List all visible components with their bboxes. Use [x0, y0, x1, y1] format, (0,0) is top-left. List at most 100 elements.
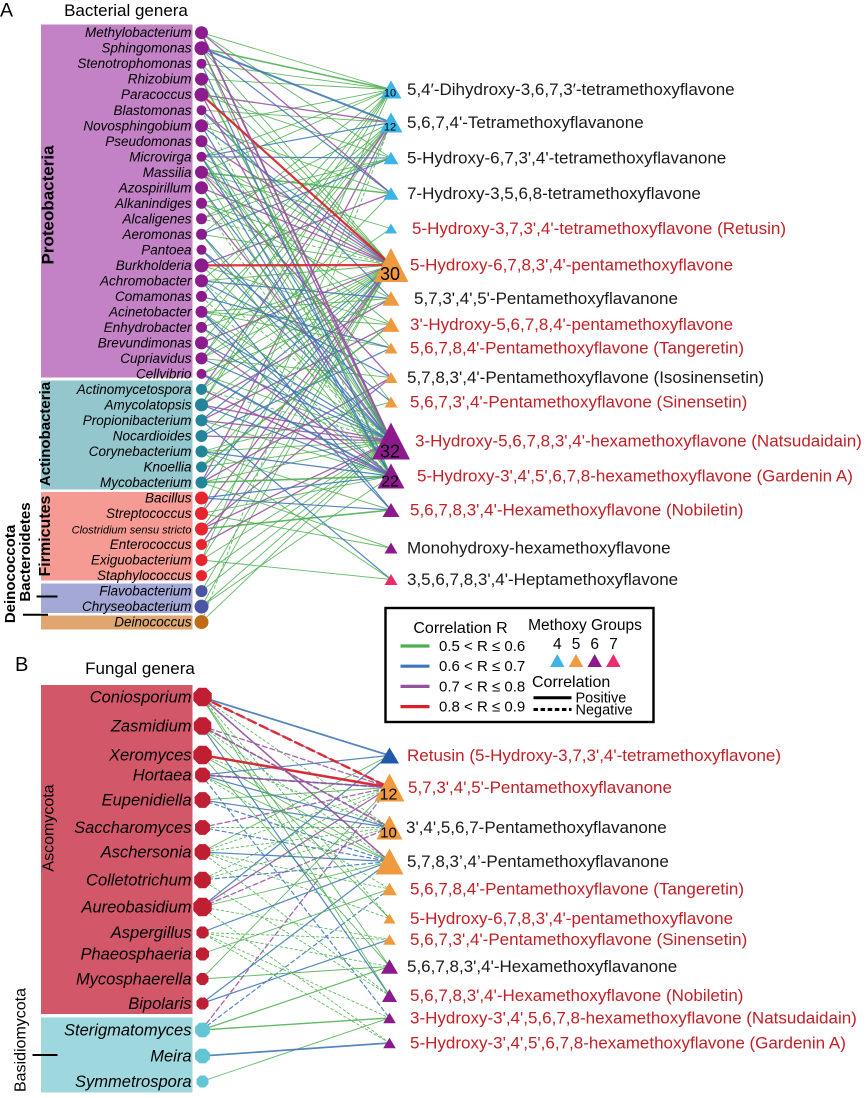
svg-text:7: 7 [609, 636, 618, 653]
svg-text:Pseudomonas: Pseudomonas [105, 134, 192, 149]
svg-text:7-Hydroxy-3,5,6,8-tetramethoxy: 7-Hydroxy-3,5,6,8-tetramethoxyflavone [407, 184, 701, 203]
svg-text:Flavobacterium: Flavobacterium [99, 584, 191, 599]
svg-text:B: B [15, 654, 28, 676]
svg-text:Cupriavidus: Cupriavidus [120, 351, 192, 366]
svg-text:Corynebacterium: Corynebacterium [89, 444, 192, 459]
svg-text:Knoellia: Knoellia [143, 460, 192, 475]
svg-text:5,7,8,3’,4’-Pentamethoxyflavan: 5,7,8,3’,4’-Pentamethoxyflavanone [407, 852, 669, 871]
svg-text:Coniosporium: Coniosporium [90, 689, 192, 707]
svg-text:Sphingomonas: Sphingomonas [101, 41, 191, 56]
svg-text:Proteobacteria: Proteobacteria [39, 145, 58, 265]
svg-text:Aureobasidium: Aureobasidium [80, 899, 191, 917]
svg-text:Nocardioides: Nocardioides [113, 429, 192, 444]
svg-text:Actinobacteria: Actinobacteria [37, 381, 54, 486]
svg-text:5-Hydroxy-3,7,3',4'-tetrametho: 5-Hydroxy-3,7,3',4'-tetramethoxyflavone … [412, 219, 786, 238]
svg-text:Amycolatopsis: Amycolatopsis [103, 397, 191, 412]
svg-text:0.5 < R ≤ 0.6: 0.5 < R ≤ 0.6 [439, 638, 525, 655]
svg-text:Aeromonas: Aeromonas [121, 227, 191, 242]
svg-text:Firmicutes: Firmicutes [37, 495, 54, 576]
svg-text:30: 30 [380, 264, 400, 284]
svg-text:Stenotrophomonas: Stenotrophomonas [77, 56, 191, 71]
svg-text:5,6,7,8,4'-Pentamethoxyflavone: 5,6,7,8,4'-Pentamethoxyflavone (Tangeret… [410, 339, 744, 358]
svg-text:Staphylococcus: Staphylococcus [97, 568, 192, 583]
svg-text:Achromobacter: Achromobacter [99, 273, 192, 288]
svg-text:5-Hydroxy-3',4',5',6,7,8-hexam: 5-Hydroxy-3',4',5',6,7,8-hexamethoxyflav… [417, 467, 853, 486]
svg-text:32: 32 [380, 442, 400, 462]
svg-text:12: 12 [380, 787, 398, 804]
svg-text:Xeromyces: Xeromyces [108, 747, 192, 765]
svg-text:Alkanindiges: Alkanindiges [114, 196, 192, 211]
svg-text:Bacteroidetes: Bacteroidetes [17, 502, 34, 601]
svg-text:10: 10 [380, 825, 397, 842]
svg-text:Brevundimonas: Brevundimonas [98, 335, 192, 350]
svg-text:Symmetrospora: Symmetrospora [75, 1073, 191, 1091]
svg-text:6: 6 [590, 636, 599, 653]
svg-text:5,4′-Dihydroxy-3,6,7,3′-tetram: 5,4′-Dihydroxy-3,6,7,3′-tetramethoxyflav… [407, 80, 735, 99]
svg-text:Basidiomycota: Basidiomycota [13, 988, 30, 1092]
svg-text:Zasmidium: Zasmidium [110, 718, 192, 736]
svg-text:Pantoea: Pantoea [141, 242, 192, 257]
svg-text:3',4',5,6,7-Pentamethoxyflavan: 3',4',5,6,7-Pentamethoxyflavanone [406, 818, 667, 837]
svg-text:Exiguobacterium: Exiguobacterium [91, 553, 192, 568]
svg-text:Methylobacterium: Methylobacterium [85, 25, 192, 40]
svg-text:Phaeosphaeria: Phaeosphaeria [80, 946, 191, 964]
svg-text:5: 5 [572, 636, 581, 653]
svg-text:3-Hydroxy-3',4',5,6,7,8-hexame: 3-Hydroxy-3',4',5,6,7,8-hexamethoxyflavo… [410, 1009, 857, 1028]
svg-text:12: 12 [384, 122, 396, 134]
svg-text:Sterigmatomyces: Sterigmatomyces [64, 1022, 191, 1040]
svg-text:Deinococcota: Deinococcota [2, 524, 19, 623]
svg-text:Cellvibrio: Cellvibrio [136, 366, 192, 381]
svg-text:5-Hydroxy-6,7,3',4'-tetrametho: 5-Hydroxy-6,7,3',4'-tetramethoxyflavanon… [407, 149, 726, 168]
svg-text:Correlation R: Correlation R [413, 620, 507, 637]
svg-text:Novosphingobium: Novosphingobium [83, 118, 191, 133]
svg-text:Streptococcus: Streptococcus [106, 506, 192, 521]
svg-text:3-Hydroxy-5,6,7,8,3',4'-hexame: 3-Hydroxy-5,6,7,8,3',4'-hexamethoxyflavo… [415, 432, 862, 451]
svg-text:5,7,3',4',5'-Pentamethoxyflava: 5,7,3',4',5'-Pentamethoxyflavanone [414, 289, 678, 308]
svg-text:Hortaea: Hortaea [133, 767, 192, 785]
svg-text:22: 22 [381, 474, 399, 491]
svg-text:Enhydrobacter: Enhydrobacter [104, 320, 192, 335]
svg-text:Microvirga: Microvirga [129, 149, 192, 164]
svg-text:A: A [0, 0, 13, 22]
svg-text:Bacillus: Bacillus [145, 491, 192, 506]
svg-text:0.6 < R ≤ 0.7: 0.6 < R ≤ 0.7 [439, 658, 525, 675]
svg-text:5,6,7,8,3',4'-Hexamethoxyflavo: 5,6,7,8,3',4'-Hexamethoxyflavone (Nobile… [410, 501, 743, 520]
svg-text:Enterococcus: Enterococcus [110, 537, 192, 552]
svg-text:Mycosphaerella: Mycosphaerella [76, 971, 192, 989]
svg-text:Aschersonia: Aschersonia [100, 844, 192, 862]
svg-text:Ascomycota: Ascomycota [41, 784, 58, 871]
svg-text:5,6,7,8,3',4'-Hexamethoxyflava: 5,6,7,8,3',4'-Hexamethoxyflavanone [407, 957, 677, 976]
svg-text:Rhizobium: Rhizobium [128, 72, 192, 87]
svg-text:Actinomycetospora: Actinomycetospora [76, 382, 192, 397]
svg-text:Methoxy Groups: Methoxy Groups [528, 617, 642, 634]
svg-text:5,6,7,8,3',4'-Hexamethoxyflavo: 5,6,7,8,3',4'-Hexamethoxyflavone (Nobile… [410, 986, 743, 1005]
svg-text:Negative: Negative [576, 703, 633, 719]
svg-text:5,6,7,4'-Tetramethoxyflavanone: 5,6,7,4'-Tetramethoxyflavanone [407, 113, 644, 132]
svg-text:Colletotrichum: Colletotrichum [86, 872, 191, 890]
svg-text:0.8 < R ≤ 0.9: 0.8 < R ≤ 0.9 [439, 699, 525, 716]
svg-text:Clostridium sensu stricto: Clostridium sensu stricto [72, 525, 192, 537]
svg-text:5-Hydroxy-6,7,8,3',4'-pentamet: 5-Hydroxy-6,7,8,3',4'-pentamethoxyflavon… [410, 256, 733, 275]
svg-text:Massilia: Massilia [143, 165, 192, 180]
svg-text:3,5,6,7,8,3',4'-Heptamethoxyfl: 3,5,6,7,8,3',4'-Heptamethoxyflavone [407, 570, 678, 589]
svg-text:Saccharomyces: Saccharomyces [74, 819, 191, 837]
svg-text:5,6,7,8,4'-Pentamethoxyflavone: 5,6,7,8,4'-Pentamethoxyflavone (Tangeret… [410, 880, 744, 899]
svg-text:Blastomonas: Blastomonas [113, 103, 191, 118]
svg-text:Mycobacterium: Mycobacterium [100, 475, 192, 490]
svg-text:Monohydroxy-hexamethoxyflavone: Monohydroxy-hexamethoxyflavone [407, 539, 671, 558]
svg-text:Comamonas: Comamonas [115, 289, 192, 304]
svg-text:5-Hydroxy-6,7,8,3',4'-pentamet: 5-Hydroxy-6,7,8,3',4'-pentamethoxyflavon… [410, 909, 733, 928]
svg-text:10: 10 [384, 88, 396, 100]
svg-text:5,7,8,3',4'-Pentamethoxyflavon: 5,7,8,3',4'-Pentamethoxyflavone (Isosine… [407, 368, 764, 387]
svg-text:Bipolaris: Bipolaris [128, 995, 191, 1013]
svg-text:Correlation: Correlation [532, 674, 610, 691]
svg-text:Propionibacterium: Propionibacterium [83, 413, 192, 428]
svg-text:0.7 < R ≤ 0.8: 0.7 < R ≤ 0.8 [439, 678, 525, 695]
svg-text:5,6,7,3',4'-Pentamethoxyflavon: 5,6,7,3',4'-Pentamethoxyflavone (Sinense… [410, 393, 747, 412]
svg-text:Chryseobacterium: Chryseobacterium [82, 599, 192, 614]
svg-text:Azospirillum: Azospirillum [118, 180, 192, 195]
svg-text:5,6,7,3',4'-Pentamethoxyflavon: 5,6,7,3',4'-Pentamethoxyflavone (Sinense… [410, 930, 747, 949]
svg-text:Bacterial genera: Bacterial genera [64, 1, 188, 20]
svg-text:Deinococcus: Deinococcus [114, 615, 192, 630]
svg-text:Aspergillus: Aspergillus [110, 924, 192, 942]
